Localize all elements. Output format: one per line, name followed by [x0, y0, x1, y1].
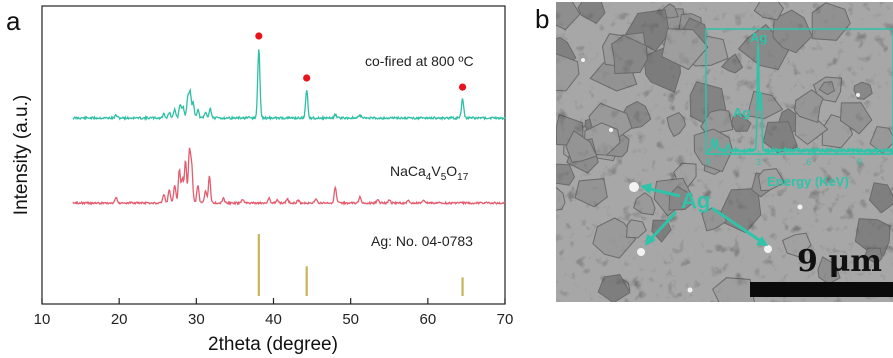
sem-grain	[633, 192, 656, 216]
sem-grain	[811, 2, 851, 41]
x-tick-label: 40	[265, 311, 282, 328]
x-tick-label: 10	[34, 311, 51, 328]
ag-peak-marker	[303, 74, 311, 82]
panel-b-label: b	[535, 4, 549, 34]
sem-grain	[753, 2, 784, 21]
xrd-series-line	[72, 147, 506, 206]
sem-grain	[711, 277, 755, 302]
xrd-series-line	[72, 49, 506, 122]
eds-tick-label: 6	[806, 157, 811, 167]
series-label-reference: Ag: No. 04-0783	[371, 233, 473, 249]
ag-peak-marker	[255, 32, 263, 40]
sem-grain	[556, 53, 580, 92]
sem-grain	[597, 274, 631, 302]
sem-grain	[731, 112, 752, 132]
sem-grain	[793, 89, 824, 124]
sem-grain	[839, 102, 873, 135]
sem-grain	[772, 9, 813, 54]
x-axis-ticks: 10 20 30 40 50 60 70	[34, 298, 514, 328]
eds-spectrum	[707, 43, 893, 156]
xrd-chart: 10 20 30 40 50 60 70 co-fired at 800 ºC NaCa4V…	[11, 5, 514, 355]
ag-particle	[687, 287, 693, 293]
sem-grain	[577, 2, 606, 25]
ag-particle	[581, 58, 585, 62]
sem-grain	[666, 112, 686, 138]
ag-particle	[856, 93, 860, 97]
x-tick-label: 30	[188, 311, 205, 328]
sem-grain	[661, 28, 709, 71]
ag-particle	[629, 182, 639, 192]
ag-particle-label: Ag	[681, 188, 710, 213]
eds-tick-label: 3	[756, 157, 761, 167]
sem-grain	[556, 186, 566, 211]
sem-grain	[592, 217, 637, 259]
ag-particle-annotation: Ag	[640, 183, 768, 246]
x-tick-label: 20	[111, 311, 128, 328]
sem-image: 0 3 6 9 Ag Ag Energy (KeV) Ag 9 μm	[556, 2, 893, 302]
ag-particle	[797, 204, 803, 210]
eds-peak-label-low: Ag	[733, 105, 750, 120]
sem-grain	[693, 128, 733, 173]
eds-x-ticks: 0 3 6 9	[705, 150, 862, 167]
sem-grain	[574, 178, 608, 208]
scale-bar: 9 μm	[750, 244, 893, 297]
panel-a-label: a	[6, 6, 21, 36]
sem-grain	[625, 9, 670, 52]
sem-grain	[863, 247, 883, 265]
sem-grain	[781, 232, 812, 258]
ag-particle	[609, 128, 613, 132]
sem-grain	[626, 219, 647, 239]
eds-x-axis-label: Energy (KeV)	[767, 174, 849, 189]
eds-tick-label: 0	[705, 157, 710, 167]
ag-peak-marker	[458, 83, 467, 91]
eds-peak-label-top: Ag	[750, 30, 767, 45]
sem-grain	[868, 182, 893, 214]
x-tick-label: 70	[497, 311, 514, 328]
sem-grain	[758, 168, 786, 192]
sem-grain	[611, 34, 649, 75]
x-tick-label: 50	[342, 311, 359, 328]
ag-particle	[637, 248, 645, 256]
sem-grain	[556, 2, 581, 31]
series-label-cofired: co-fired at 800 ºC	[365, 53, 474, 69]
plot-frame	[41, 5, 506, 305]
eds-inset: 0 3 6 9 Ag Ag Energy (KeV)	[705, 28, 893, 189]
sem-grain	[721, 53, 744, 74]
sem-grain	[556, 163, 576, 186]
eds-tick-label: 9	[857, 157, 862, 167]
x-axis-label: 2theta (degree)	[208, 334, 338, 355]
scale-bar-line	[750, 282, 893, 297]
xrd-traces	[72, 32, 506, 296]
sem-grain	[818, 81, 835, 96]
sem-grain	[565, 130, 598, 163]
y-axis-label: Intensity (a.u.)	[11, 95, 32, 215]
x-tick-label: 60	[419, 311, 436, 328]
series-label-phase: NaCa4V5O17	[390, 163, 469, 183]
ag-particle	[764, 245, 772, 253]
scale-bar-label: 9 μm	[797, 244, 882, 279]
